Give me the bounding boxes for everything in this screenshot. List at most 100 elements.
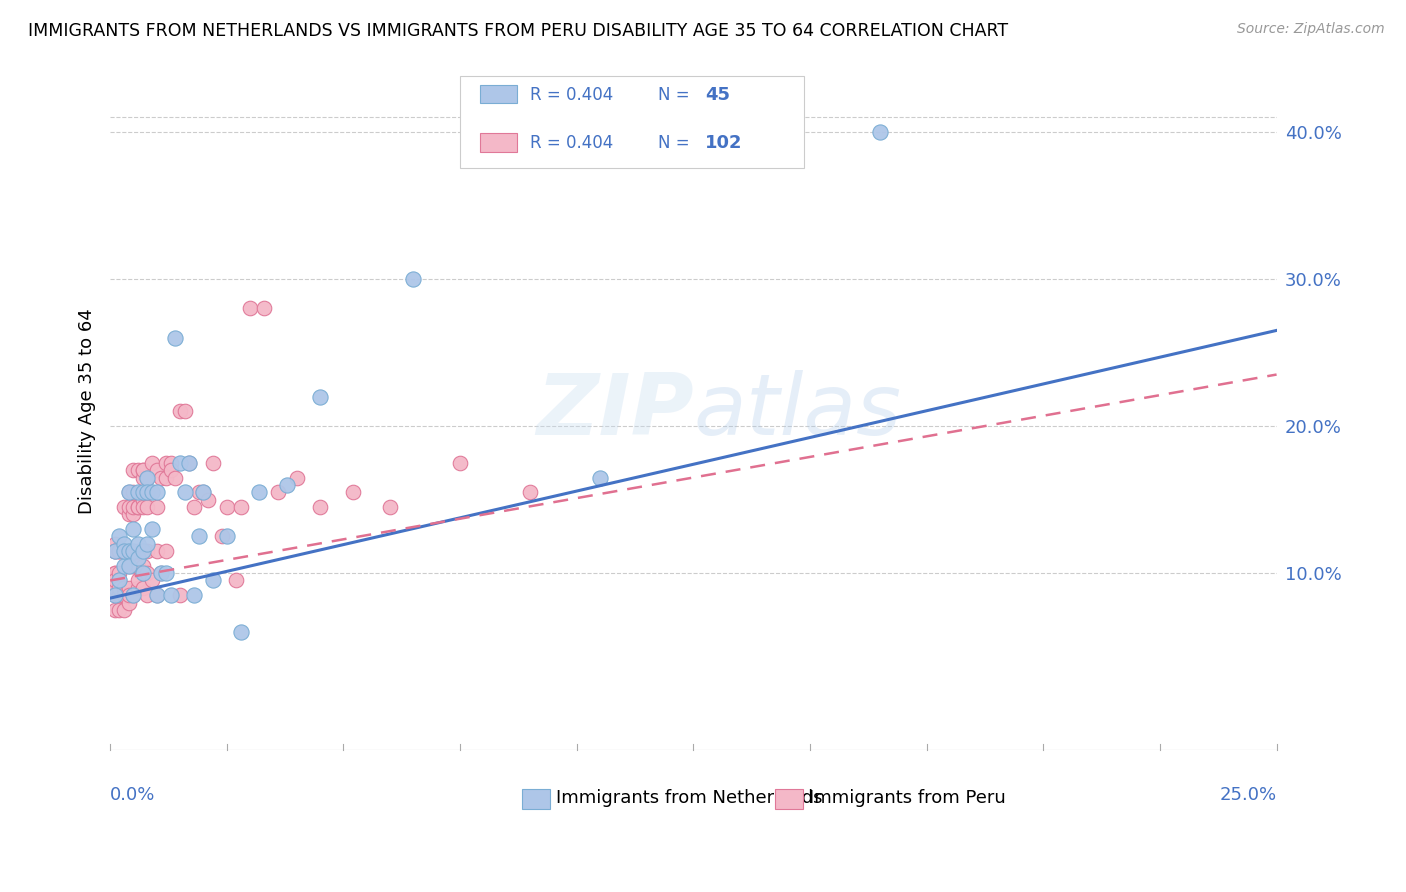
Point [150, 470, 173, 484]
Point [108, 544, 131, 558]
Point [108, 588, 131, 602]
Text: 102: 102 [704, 134, 742, 153]
Point [193, 485, 215, 500]
Point [104, 566, 127, 581]
Point [132, 558, 155, 573]
Point [118, 596, 141, 610]
Point [225, 574, 247, 588]
Point [132, 566, 155, 581]
Point [150, 566, 173, 581]
Point [449, 456, 471, 470]
Text: 0.0%: 0.0% [110, 787, 156, 805]
Point [112, 588, 135, 602]
Point [155, 456, 177, 470]
Point [118, 544, 141, 558]
Point [108, 588, 131, 602]
Point [165, 331, 187, 345]
Point [155, 566, 177, 581]
Text: ZIP: ZIP [536, 370, 693, 453]
Point [112, 544, 135, 558]
Point [136, 544, 159, 558]
Point [136, 470, 159, 484]
Point [104, 588, 127, 602]
Text: N =: N = [658, 134, 690, 153]
Point [122, 558, 145, 573]
Point [276, 478, 298, 492]
Point [118, 485, 141, 500]
Point [122, 508, 145, 522]
Point [108, 574, 131, 588]
Point [146, 500, 169, 514]
Point [136, 566, 159, 581]
Point [104, 544, 127, 558]
Point [112, 581, 135, 595]
Point [112, 537, 135, 551]
Point [146, 588, 169, 602]
Point [229, 624, 252, 639]
Point [155, 544, 177, 558]
Point [193, 485, 215, 500]
Point [127, 485, 149, 500]
Point [249, 485, 271, 500]
Point [150, 566, 173, 581]
Point [108, 566, 131, 581]
Point [104, 537, 127, 551]
FancyBboxPatch shape [460, 77, 804, 168]
Point [211, 529, 233, 543]
Point [141, 485, 163, 500]
Point [169, 456, 191, 470]
Point [112, 581, 135, 595]
Point [132, 500, 155, 514]
Point [118, 588, 141, 602]
Point [159, 456, 181, 470]
Point [108, 581, 131, 595]
Point [104, 566, 127, 581]
Point [122, 485, 145, 500]
Point [127, 551, 149, 566]
Point [132, 463, 155, 477]
Point [122, 463, 145, 477]
Point [122, 500, 145, 514]
FancyBboxPatch shape [522, 789, 550, 809]
Point [112, 581, 135, 595]
Point [122, 558, 145, 573]
Point [132, 544, 155, 558]
Point [589, 470, 612, 484]
Text: Immigrants from Peru: Immigrants from Peru [808, 789, 1005, 807]
Point [132, 470, 155, 484]
Point [159, 463, 181, 477]
Y-axis label: Disability Age 35 to 64: Disability Age 35 to 64 [79, 309, 96, 514]
Point [112, 603, 135, 617]
Point [169, 588, 191, 602]
Point [136, 537, 159, 551]
Point [108, 544, 131, 558]
Point [136, 500, 159, 514]
Point [179, 456, 201, 470]
Point [132, 485, 155, 500]
Point [122, 588, 145, 602]
Point [118, 508, 141, 522]
Point [253, 301, 276, 316]
Point [187, 529, 209, 543]
Point [127, 544, 149, 558]
Point [141, 485, 163, 500]
Point [108, 574, 131, 588]
Point [127, 463, 149, 477]
Point [104, 581, 127, 595]
Point [108, 544, 131, 558]
Point [122, 522, 145, 536]
Point [165, 470, 187, 484]
Point [112, 544, 135, 558]
Text: 25.0%: 25.0% [1219, 787, 1277, 805]
Point [141, 456, 163, 470]
Text: atlas: atlas [693, 370, 901, 453]
Text: IMMIGRANTS FROM NETHERLANDS VS IMMIGRANTS FROM PERU DISABILITY AGE 35 TO 64 CORR: IMMIGRANTS FROM NETHERLANDS VS IMMIGRANT… [28, 22, 1008, 40]
Point [309, 390, 332, 404]
Point [136, 588, 159, 602]
Point [155, 470, 177, 484]
Point [285, 470, 308, 484]
Point [112, 588, 135, 602]
Point [127, 574, 149, 588]
Point [104, 581, 127, 595]
Point [146, 463, 169, 477]
